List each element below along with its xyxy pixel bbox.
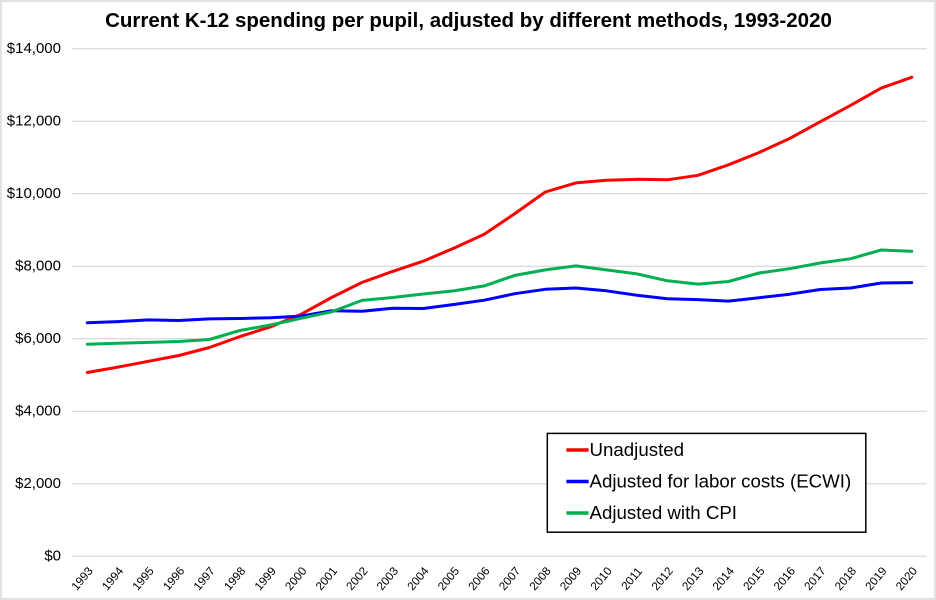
svg-text:Current K-12 spending per pupi: Current K-12 spending per pupil, adjuste… [105,9,832,32]
svg-text:$8,000: $8,000 [15,258,61,275]
svg-text:$14,000: $14,000 [7,40,61,57]
svg-text:$0: $0 [44,548,61,565]
svg-text:$10,000: $10,000 [7,185,61,202]
svg-text:$6,000: $6,000 [15,330,61,347]
svg-text:$2,000: $2,000 [15,475,61,492]
svg-text:$4,000: $4,000 [15,403,61,420]
svg-text:Adjusted with CPI: Adjusted with CPI [590,502,738,523]
svg-text:Unadjusted: Unadjusted [590,439,685,460]
svg-text:Adjusted for labor costs (ECWI: Adjusted for labor costs (ECWI) [590,471,852,492]
svg-text:$12,000: $12,000 [7,113,61,130]
